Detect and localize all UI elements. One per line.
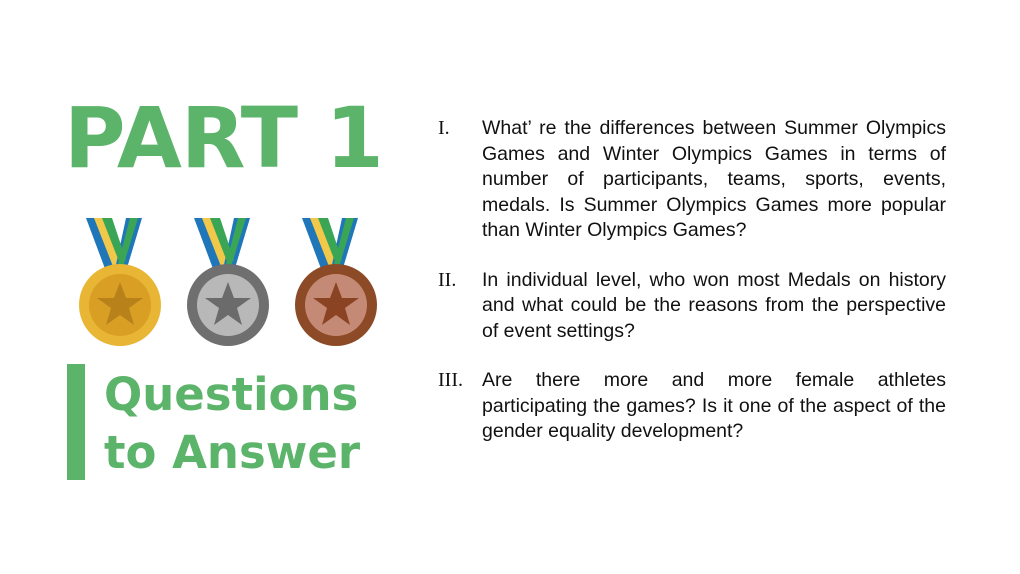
subtitle-line-2: to Answer	[104, 426, 361, 479]
question-text: What’ re the differences between Summer …	[482, 117, 946, 241]
accent-bar	[67, 364, 85, 480]
subtitle-line-1: Questions	[104, 368, 359, 421]
question-number: III.	[438, 369, 463, 391]
medals-illustration	[72, 210, 402, 360]
question-text: Are there more and more female athletes …	[482, 369, 946, 442]
questions-list: I. What’ re the differences between Summ…	[438, 116, 946, 469]
question-text: In individual level, who won most Medals…	[482, 268, 946, 342]
slide-subtitle: Questions to Answer	[104, 366, 360, 482]
question-item: I. What’ re the differences between Summ…	[438, 116, 946, 244]
question-item: II. In individual level, who won most Me…	[438, 268, 946, 345]
gold-medal-icon	[79, 218, 161, 346]
question-item: III. Are there more and more female athl…	[438, 368, 946, 445]
question-number: I.	[438, 117, 450, 139]
bronze-medal-icon	[295, 218, 377, 346]
silver-medal-icon	[187, 218, 269, 346]
slide-title: PART 1	[64, 89, 384, 187]
question-number: II.	[438, 268, 457, 291]
